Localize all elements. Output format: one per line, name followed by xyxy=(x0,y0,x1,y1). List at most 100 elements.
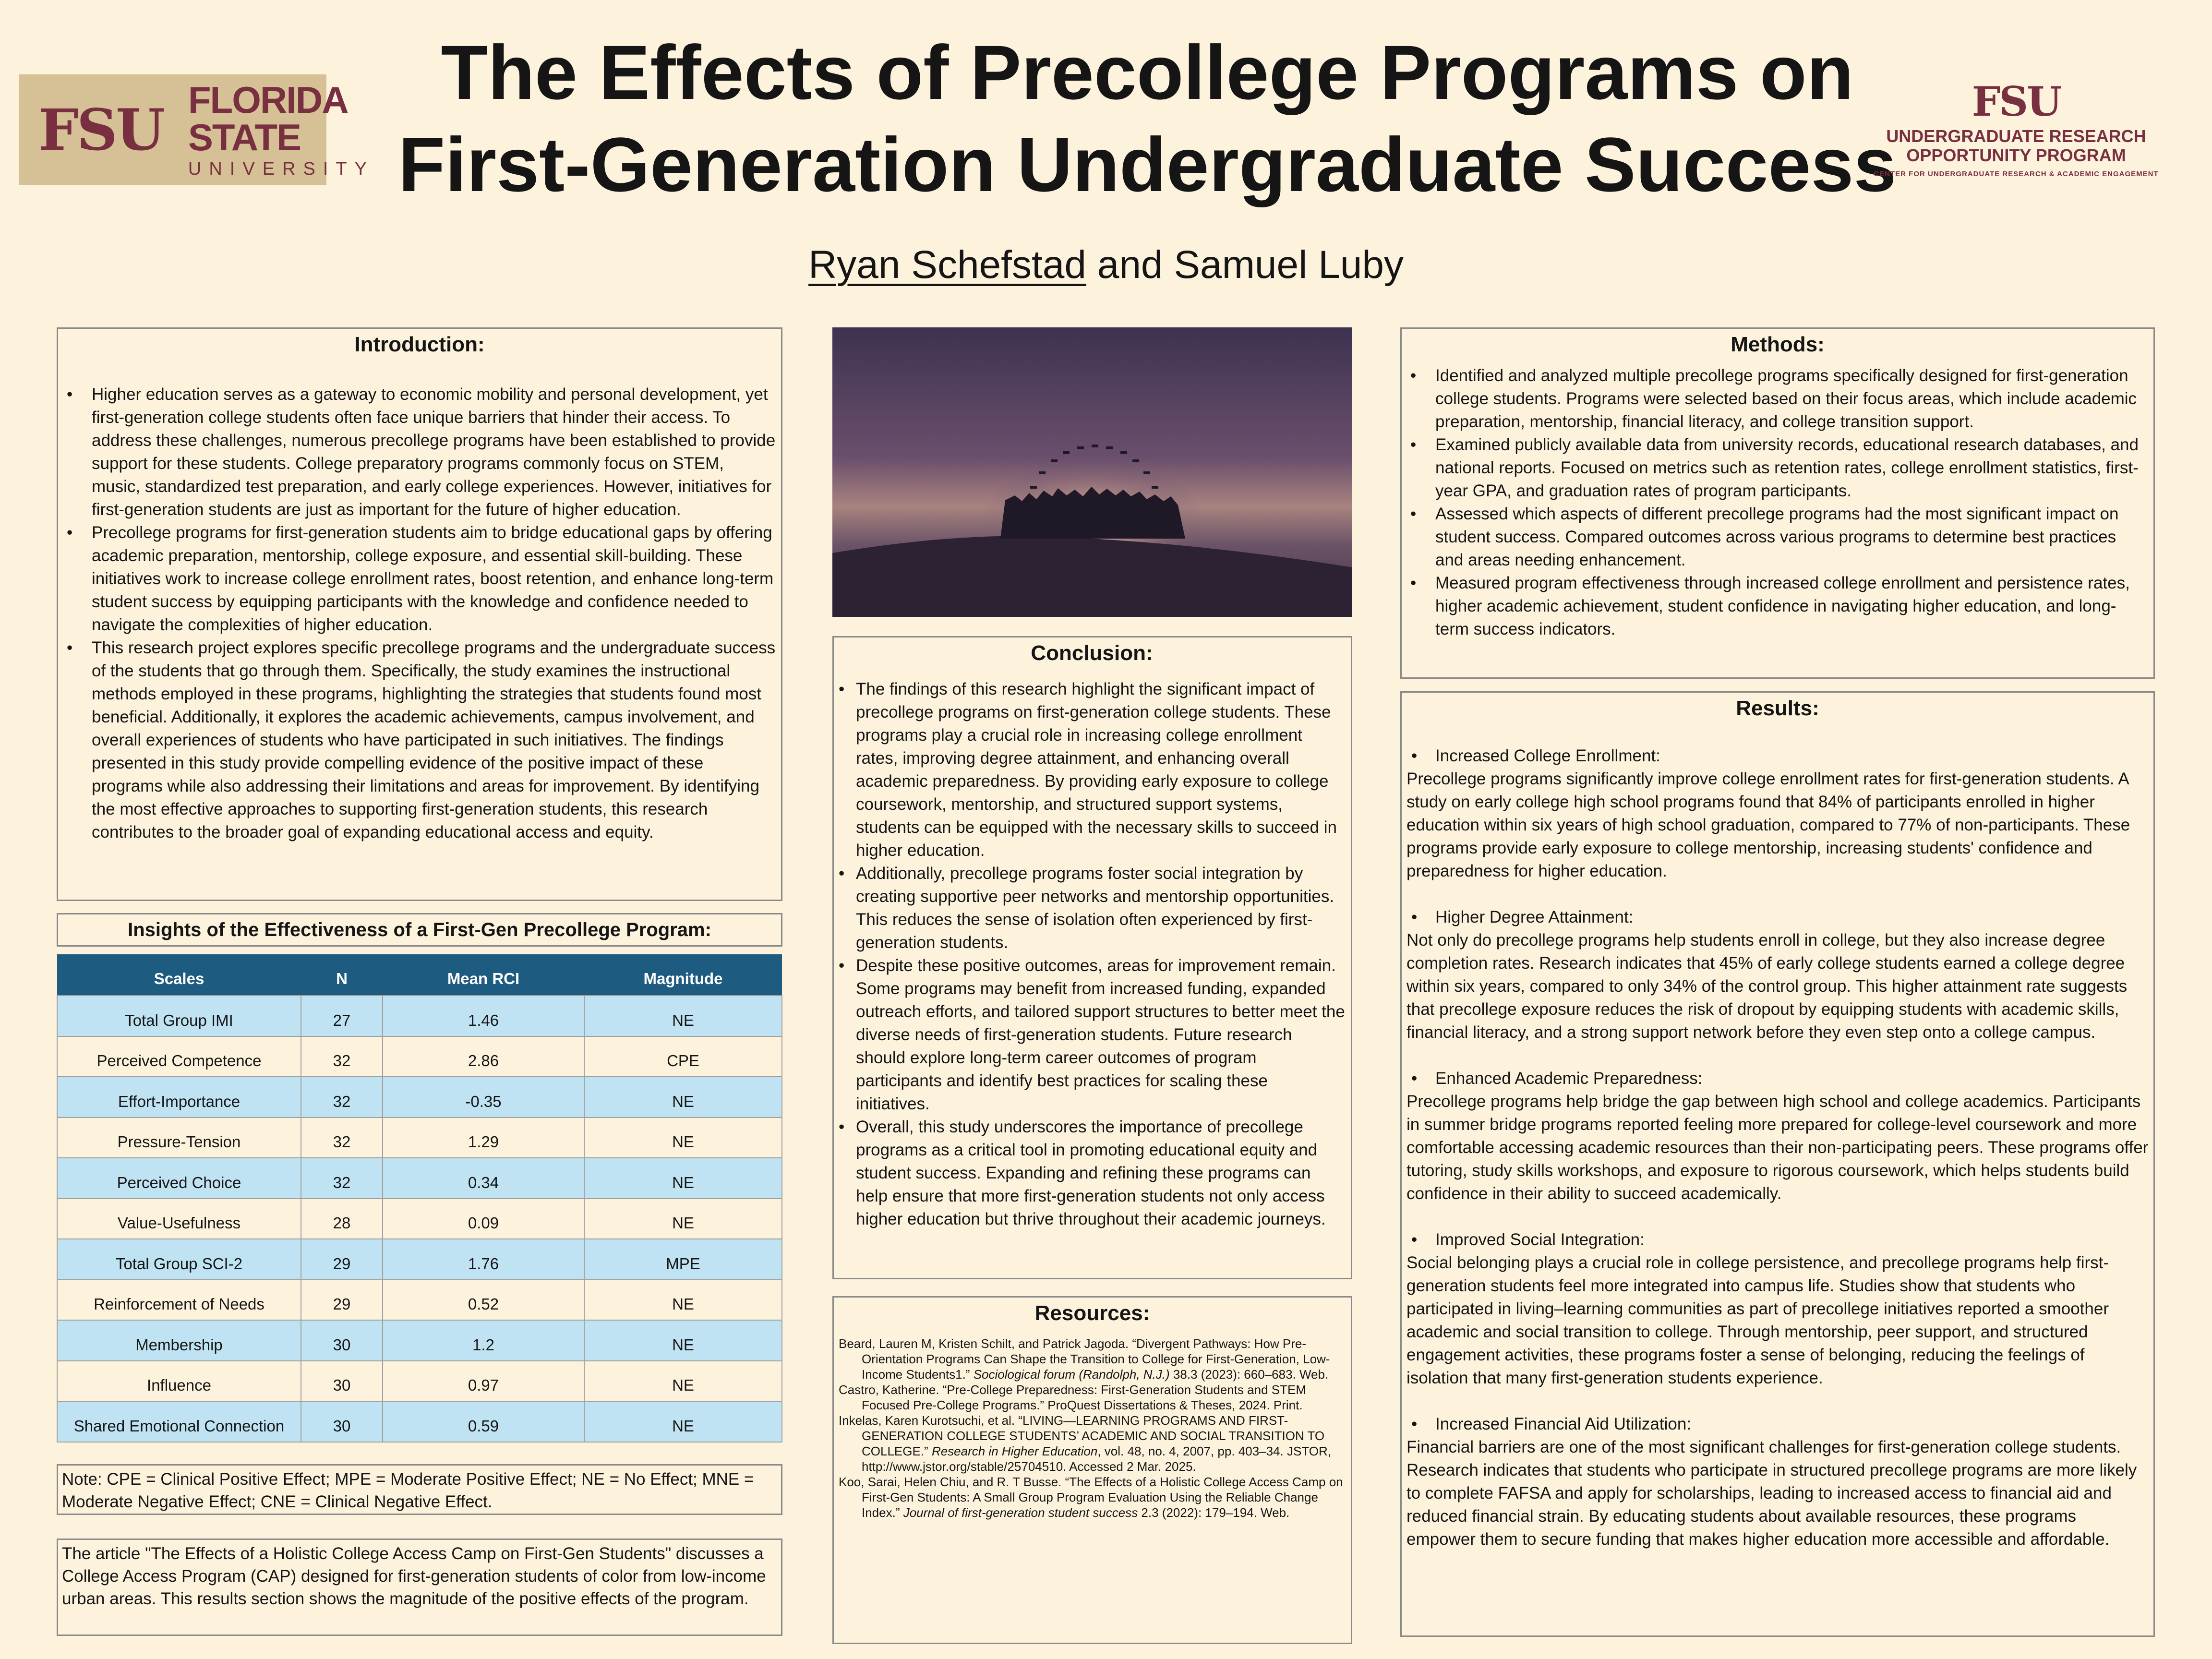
resources-heading: Resources: xyxy=(1034,1301,1150,1325)
introduction-heading: Introduction: xyxy=(354,333,485,356)
table-cell: 32 xyxy=(301,1076,383,1118)
methods-list: Identified and analyzed multiple precoll… xyxy=(1407,364,2149,641)
reference-source: Research in Higher Education xyxy=(931,1444,1098,1458)
table-cell: 27 xyxy=(301,995,383,1037)
table-row: Value-Usefulness 28 0.09 NE xyxy=(57,1198,782,1239)
reference-text: Koo, Sarai, Helen Chiu, and R. T Busse. … xyxy=(839,1475,1343,1520)
reference-text: 38.3 (2023): 660–683. Web. xyxy=(1169,1367,1329,1382)
column-header: N xyxy=(301,954,383,996)
results-section-body: Precollege programs help bridge the gap … xyxy=(1407,1092,2149,1203)
results-section: Higher Degree Attainment: Not only do pr… xyxy=(1407,906,2149,1044)
reference-text: Beard, Lauren M, Kristen Schilt, and Pat… xyxy=(839,1336,1330,1382)
methods-box: Methods: Identified and analyzed multipl… xyxy=(1400,327,2155,679)
fsu-name-line2: UNIVERSITY xyxy=(188,159,374,179)
column-header: Scales xyxy=(57,954,301,996)
table-cell: Perceived Choice xyxy=(57,1157,301,1199)
table-note: Note: CPE = Clinical Positive Effect; MP… xyxy=(57,1464,782,1515)
fsu-name-line1: FLORIDA STATE xyxy=(188,79,348,158)
table-cell: NE xyxy=(584,1198,782,1239)
conclusion-heading: Conclusion: xyxy=(1031,641,1153,665)
table-row: Influence 30 0.97 NE xyxy=(57,1360,782,1402)
table-cell: 32 xyxy=(301,1157,383,1199)
fsu-logo: FSU FLORIDA STATE UNIVERSITY xyxy=(19,74,367,185)
results-section-heading: Increased College Enrollment: xyxy=(1407,745,2149,768)
table-cell: 2.86 xyxy=(382,1035,585,1077)
results-section-heading: Improved Social Integration: xyxy=(1407,1228,2149,1251)
results-section-heading: Higher Degree Attainment: xyxy=(1407,906,2149,929)
results-box: Results: Increased College Enrollment: P… xyxy=(1400,691,2155,1637)
reference-text: , vol. 48, no. 4, 2007, pp. 403–34. JSTO… xyxy=(862,1444,1331,1474)
table-cell: NE xyxy=(584,1360,782,1402)
methods-bullet: Identified and analyzed multiple precoll… xyxy=(1407,364,2149,433)
results-section-body: Not only do precollege programs help stu… xyxy=(1407,931,2128,1042)
author-1: Ryan Schefstad xyxy=(808,243,1086,287)
table-cell: Membership xyxy=(57,1320,301,1361)
results-section: Increased Financial Aid Utilization: Fin… xyxy=(1407,1413,2149,1551)
table-cell: Reinforcement of Needs xyxy=(57,1279,301,1321)
results-section: Improved Social Integration: Social belo… xyxy=(1407,1228,2149,1390)
insights-heading: Insights of the Effectiveness of a First… xyxy=(57,913,782,947)
table-cell: 1.2 xyxy=(382,1320,585,1361)
results-section-heading: Enhanced Academic Preparedness: xyxy=(1407,1067,2149,1090)
conclusion-bullet: Overall, this study underscores the impo… xyxy=(839,1116,1345,1231)
table-row: Total Group IMI 27 1.46 NE xyxy=(57,995,782,1037)
reference-entry: Castro, Katherine. “Pre-College Prepared… xyxy=(839,1382,1346,1413)
table-cell: 1.46 xyxy=(382,995,585,1037)
author-rest: and Samuel Luby xyxy=(1086,243,1404,287)
table-cell: 29 xyxy=(301,1238,383,1280)
conclusion-bullet: Despite these positive outcomes, areas f… xyxy=(839,954,1345,1116)
table-cell: NE xyxy=(584,1157,782,1199)
results-section-body: Precollege programs significantly improv… xyxy=(1407,769,2130,880)
methods-bullet: Assessed which aspects of different prec… xyxy=(1407,503,2149,572)
reference-text: Inkelas, Karen Kurotsuchi, et al. “LIVIN… xyxy=(839,1413,1325,1458)
resources-box: Resources: Beard, Lauren M, Kristen Schi… xyxy=(832,1296,1352,1644)
results-section-body: Social belonging plays a crucial role in… xyxy=(1407,1253,2109,1387)
table-cell: 1.76 xyxy=(382,1238,585,1280)
table-cell: NE xyxy=(584,1401,782,1443)
table-cell: CPE xyxy=(584,1035,782,1077)
reference-source: Sociological forum (Randolph, N.J.) xyxy=(973,1367,1170,1382)
conclusion-box: Conclusion: The findings of this researc… xyxy=(832,636,1352,1279)
results-heading: Results: xyxy=(1736,697,1819,720)
table-cell: 32 xyxy=(301,1035,383,1077)
table-cell: Perceived Competence xyxy=(57,1035,301,1077)
table-row: Total Group SCI-2 29 1.76 MPE xyxy=(57,1238,782,1280)
methods-heading: Methods: xyxy=(1731,333,1825,356)
table-cell: Effort-Importance xyxy=(57,1076,301,1118)
results-section: Enhanced Academic Preparedness: Precolle… xyxy=(1407,1067,2149,1205)
table-cell: Influence xyxy=(57,1360,301,1402)
urop-logo: FSU UNDERGRADUATE RESEARCH OPPORTUNITY P… xyxy=(1853,78,2179,179)
table-cell: Shared Emotional Connection xyxy=(57,1401,301,1443)
reference-text: 2.3 (2022): 179–194. Web. xyxy=(1138,1505,1290,1520)
table-cell: NE xyxy=(584,995,782,1037)
introduction-bullet: Higher education serves as a gateway to … xyxy=(63,383,776,521)
table-cell: Total Group IMI xyxy=(57,995,301,1037)
conclusion-bullet: The findings of this research highlight … xyxy=(839,678,1345,862)
table-row: Pressure-Tension 32 1.29 NE xyxy=(57,1117,782,1158)
poster-title: The Effects of Precollege Programs on Fi… xyxy=(365,26,1930,211)
table-cell: Pressure-Tension xyxy=(57,1117,301,1158)
urop-line3: CENTER FOR UNDERGRADUATE RESEARCH & ACAD… xyxy=(1874,170,2159,178)
urop-monogram: FSU xyxy=(1972,78,2062,125)
reference-entry: Inkelas, Karen Kurotsuchi, et al. “LIVIN… xyxy=(839,1413,1346,1474)
methods-bullet: Measured program effectiveness through i… xyxy=(1407,572,2149,641)
conclusion-list: The findings of this research highlight … xyxy=(839,678,1345,1231)
table-cell: 30 xyxy=(301,1401,383,1443)
table-row: Membership 30 1.2 NE xyxy=(57,1320,782,1361)
reference-source: Journal of first-generation student succ… xyxy=(903,1505,1138,1520)
table-cell: NE xyxy=(584,1279,782,1321)
table-cell: NE xyxy=(584,1320,782,1361)
table-cell: NE xyxy=(584,1117,782,1158)
results-section-body: Financial barriers are one of the most s… xyxy=(1407,1438,2137,1549)
table-header-row: Scales N Mean RCI Magnitude xyxy=(57,954,782,996)
fsu-wordmark: FLORIDA STATE UNIVERSITY xyxy=(188,81,374,178)
urop-line2: OPPORTUNITY PROGRAM xyxy=(1906,145,2126,165)
table-cell: 0.52 xyxy=(382,1279,585,1321)
table-cell: MPE xyxy=(584,1238,782,1280)
table-cell: 0.34 xyxy=(382,1157,585,1199)
table-cell: NE xyxy=(584,1076,782,1118)
results-section: Increased College Enrollment: Precollege… xyxy=(1407,745,2149,883)
column-header: Magnitude xyxy=(584,954,782,996)
table-cell: 29 xyxy=(301,1279,383,1321)
article-summary: The article "The Effects of a Holistic C… xyxy=(57,1539,782,1636)
